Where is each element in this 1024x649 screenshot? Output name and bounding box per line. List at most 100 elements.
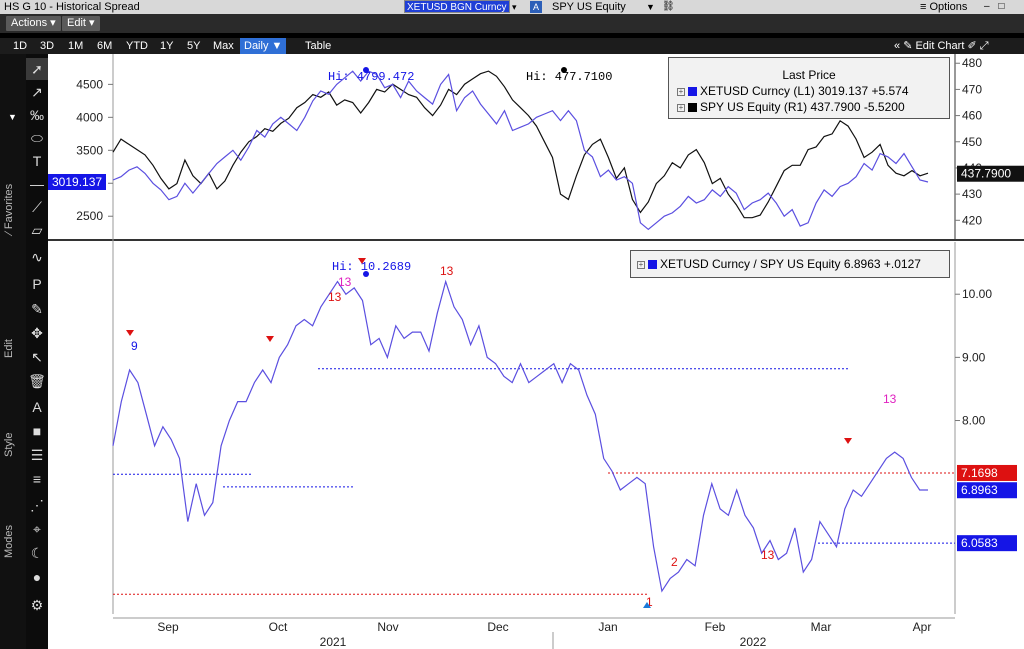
ratio-value-tag: 7.1698 — [961, 466, 998, 480]
expand-icon[interactable]: + — [677, 86, 685, 96]
month-label: Nov — [377, 620, 398, 634]
magnet-mode-icon[interactable]: ☾ — [30, 545, 44, 561]
dashed-line-icon[interactable]: ⋰ — [30, 497, 44, 513]
eth-change: +5.574 — [871, 84, 909, 98]
badge-a[interactable]: A — [530, 1, 542, 13]
hi-ratio-label: Hi: 10.2689 — [332, 260, 411, 274]
left-value-tag-bg — [48, 173, 106, 190]
title-bar: HS G 10 - Historical Spread XETUSD BGN C… — [0, 0, 1024, 26]
line-tool-icon[interactable]: ↗ — [31, 84, 43, 100]
range-bar: 1D 3D 1M 6M YTD 1Y 5Y Max Daily ▼ Table … — [0, 38, 1024, 54]
period-label: Daily — [244, 40, 269, 52]
range-max[interactable]: Max — [213, 40, 234, 52]
favorites-label[interactable]: ⁄ Favorites — [3, 183, 15, 234]
fill-color-icon[interactable]: ■ — [32, 423, 42, 439]
td-label: 13 — [883, 392, 897, 406]
expand-icon[interactable]: + — [677, 102, 685, 112]
range-1y[interactable]: 1Y — [160, 40, 174, 52]
top-axis-ticks: 4500400035003000250048047046045044043042… — [76, 56, 982, 227]
window-title: HS G 10 - Historical Spread — [4, 1, 140, 13]
zoom-icon[interactable]: ⤢ — [979, 40, 989, 52]
range-ytd[interactable]: YTD — [126, 40, 148, 52]
favorites-text: Favorites — [3, 183, 15, 230]
settings-gear-icon[interactable]: ⚙ — [30, 597, 44, 613]
spy-change: -5.5200 — [863, 100, 905, 114]
brush-tool-icon[interactable]: ✎ — [31, 301, 43, 317]
left-tick-label: 2500 — [76, 209, 103, 223]
move-tool-icon[interactable]: ✥ — [31, 325, 43, 341]
month-label: Dec — [487, 620, 508, 634]
line-width-icon[interactable]: ☰ — [30, 447, 44, 463]
ratio-line[interactable] — [112, 279, 928, 593]
edit-chart-button[interactable]: « ✎ Edit Chart ✐ ⤢ — [894, 40, 989, 52]
crosshair-mode-icon[interactable]: ⌖ — [33, 521, 41, 537]
ratio-value-tag-bg — [957, 535, 1017, 552]
bottom-legend[interactable]: + XETUSD Curncy / SPY US Equity 6.8963 +.… — [630, 250, 950, 278]
chart-canvas[interactable]: 4500400035003000250048047046045044043042… — [48, 54, 1024, 649]
td-label: 2 — [671, 555, 678, 569]
link-icon[interactable]: ⛓ — [662, 1, 675, 12]
spy-line[interactable] — [112, 70, 929, 219]
edit-label: Edit — [67, 17, 86, 29]
legend-row-spy: + SPY US Equity (R1) 437.7900 -5.5200 — [669, 99, 949, 115]
line-style-icon[interactable]: ≡ — [32, 471, 42, 487]
color-mode-icon[interactable]: ● — [32, 569, 42, 585]
left-tick-label: 3500 — [76, 143, 103, 157]
channel-icon[interactable]: ▱ — [31, 222, 43, 238]
pointer-tool-icon[interactable]: ➚ — [26, 58, 48, 80]
ratio-value-tag-bg — [957, 464, 1017, 481]
spy-value: 437.7900 — [810, 100, 861, 114]
range-6m[interactable]: 6M — [97, 40, 113, 52]
ratio-value-tag-bg — [957, 482, 1017, 499]
x-axis-labels: Sep Oct Nov Dec Jan Feb Mar Apr 2021 2022 — [157, 620, 931, 649]
actions-button[interactable]: Actions ▾ — [6, 16, 61, 31]
top-legend[interactable]: Last Price + XETUSD Curncy (L1) 3019.137 … — [668, 57, 950, 119]
ratio-value-tag: 6.0583 — [961, 536, 998, 550]
security1-dropdown-icon[interactable]: ▾ — [512, 2, 517, 12]
select-tool-icon[interactable]: ↖ — [31, 349, 43, 365]
security2-dropdown-icon[interactable]: ▼ — [646, 2, 655, 12]
td-label: 13 — [761, 548, 775, 562]
left-value-tag: 3019.137 — [52, 175, 102, 189]
p-tool-icon[interactable]: P — [32, 276, 42, 292]
spy-swatch — [688, 103, 697, 113]
trash-icon[interactable]: 🗑 — [28, 373, 46, 389]
wave-tool-icon[interactable]: ∿ — [31, 249, 43, 265]
horizontal-line-icon[interactable]: — — [30, 176, 44, 192]
table-button[interactable]: Table — [305, 40, 332, 52]
period-dropdown[interactable]: Daily ▼ — [240, 38, 287, 54]
range-5y[interactable]: 5Y — [187, 40, 201, 52]
right-value-tag: 437.7900 — [961, 167, 1011, 181]
pencil-icon: ✎ — [903, 40, 913, 52]
hi-eth-label: Hi: 4799.472 — [328, 70, 414, 84]
expand-icon[interactable]: + — [637, 259, 645, 269]
edit-tools-icon[interactable]: ✐ — [967, 40, 977, 52]
range-1m[interactable]: 1M — [68, 40, 84, 52]
month-label: Oct — [269, 620, 288, 634]
ratio-tick-label: 9.00 — [962, 350, 986, 364]
security2-input[interactable]: SPY US Equity — [552, 1, 626, 13]
ratio-tick-label: 10.00 — [962, 287, 992, 301]
actions-label: Actions — [11, 17, 48, 29]
hi-spy-marker — [561, 67, 567, 73]
sell-arrow-icon — [266, 336, 274, 342]
collapse-arrow-icon[interactable]: ▼ — [8, 112, 17, 122]
year-label: 2022 — [740, 635, 767, 649]
eth-line[interactable] — [112, 70, 929, 231]
range-3d[interactable]: 3D — [40, 40, 55, 52]
range-1d[interactable]: 1D — [13, 40, 28, 52]
eth-name: XETUSD Curncy — [700, 84, 791, 98]
td-label: 1 — [646, 595, 653, 609]
security1-input[interactable]: XETUSD BGN Curncy — [404, 0, 510, 13]
percent-tool-icon[interactable]: ‰ — [30, 107, 44, 123]
left-toolbar: ▼ ⁄ Favorites Edit Style Modes ➚ ↗ ‰ ⬭ T… — [0, 54, 48, 649]
text-tool-icon[interactable]: T — [32, 153, 42, 169]
ellipse-tool-icon[interactable]: ⬭ — [31, 130, 43, 146]
options-menu[interactable]: ≡ Options — [920, 1, 968, 13]
trendline-icon[interactable]: ⟋ — [32, 199, 42, 215]
edit-button[interactable]: Edit ▾ — [62, 16, 100, 31]
left-tick-label: 4000 — [76, 110, 103, 124]
font-style-icon[interactable]: A — [32, 399, 42, 415]
hi-ratio-marker — [363, 271, 369, 277]
